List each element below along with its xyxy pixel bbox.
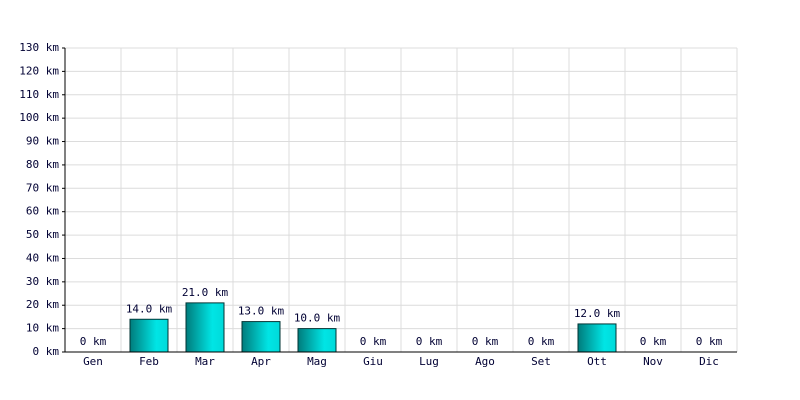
value-label: 0 km: [360, 335, 387, 348]
value-label: 0 km: [416, 335, 443, 348]
x-tick-label: Ott: [587, 355, 607, 368]
y-tick-label: 110 km: [19, 88, 59, 101]
y-tick-label: 30 km: [26, 275, 59, 288]
x-tick-label: Mar: [195, 355, 215, 368]
y-tick-label: 0 km: [33, 345, 60, 358]
y-tick-label: 40 km: [26, 251, 59, 264]
bar-shading: [242, 322, 280, 352]
value-label: 12.0 km: [574, 307, 621, 320]
x-tick-label: Lug: [419, 355, 439, 368]
y-tick-label: 80 km: [26, 158, 59, 171]
y-tick-label: 120 km: [19, 64, 59, 77]
value-label: 21.0 km: [182, 286, 229, 299]
value-label: 10.0 km: [294, 312, 341, 325]
value-label: 0 km: [640, 335, 667, 348]
value-label: 0 km: [80, 335, 107, 348]
y-tick-label: 20 km: [26, 298, 59, 311]
value-label: 13.0 km: [238, 305, 285, 318]
x-tick-label: Giu: [363, 355, 383, 368]
x-tick-label: Gen: [83, 355, 103, 368]
y-tick-label: 10 km: [26, 322, 59, 335]
x-tick-label: Set: [531, 355, 551, 368]
y-tick-label: 50 km: [26, 228, 59, 241]
y-tick-label: 60 km: [26, 205, 59, 218]
x-tick-label: Dic: [699, 355, 719, 368]
bar-shading: [186, 303, 224, 352]
x-tick-label: Apr: [251, 355, 271, 368]
value-label: 0 km: [696, 335, 723, 348]
value-label: 0 km: [472, 335, 499, 348]
x-tick-label: Nov: [643, 355, 663, 368]
y-tick-label: 70 km: [26, 181, 59, 194]
value-label: 0 km: [528, 335, 555, 348]
y-tick-label: 90 km: [26, 135, 59, 148]
bar-shading: [298, 329, 336, 352]
x-tick-label: Mag: [307, 355, 327, 368]
y-tick-label: 130 km: [19, 41, 59, 54]
bar-shading: [130, 319, 168, 352]
x-tick-label: Feb: [139, 355, 159, 368]
x-tick-label: Ago: [475, 355, 495, 368]
value-label: 14.0 km: [126, 302, 173, 315]
y-tick-label: 100 km: [19, 111, 59, 124]
bar-shading: [578, 324, 616, 352]
